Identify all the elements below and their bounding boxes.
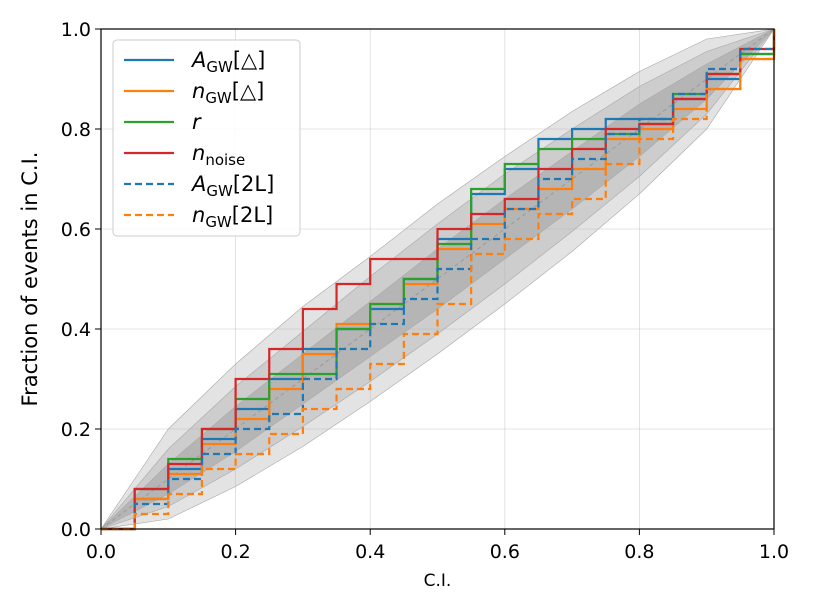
- series-line-3: [101, 29, 776, 531]
- y-axis-label: Fraction of events in C.I.: [18, 152, 42, 407]
- legend-label-3: nnoise: [192, 141, 245, 169]
- series-line-5: [101, 29, 776, 531]
- legend-label-1: nGW[△]: [192, 79, 264, 107]
- x-tick-label-2: 0.4: [355, 541, 385, 563]
- x-tick-label-4: 0.8: [624, 541, 654, 563]
- x-axis-label: C.I.: [424, 571, 452, 591]
- x-tick-label-1: 0.2: [220, 541, 250, 563]
- y-tick-label-1: 0.2: [61, 419, 91, 441]
- x-tick-label-0: 0.0: [86, 541, 116, 563]
- plot-frame: [100, 28, 775, 530]
- y-axis-ticks: 0.0 0.2 0.4 0.6 0.8 1.0: [61, 19, 101, 541]
- y-tick-label-5: 1.0: [61, 19, 91, 41]
- legend-label-2: r: [192, 110, 202, 134]
- series-lines: [101, 29, 776, 531]
- y-tick-label-3: 0.6: [61, 219, 91, 241]
- plot-area: [100, 28, 776, 531]
- series-line-4: [101, 29, 776, 531]
- legend-label-0: AGW[△]: [190, 48, 265, 76]
- y-tick-label-4: 0.8: [61, 119, 91, 141]
- legend: AGW[△] nGW[△] r nnoise AGW[2L] nGW[2L]: [112, 39, 301, 237]
- legend-box: [112, 39, 301, 237]
- x-tick-label-3: 0.6: [490, 541, 520, 563]
- x-axis-ticks: 0.0 0.2 0.4 0.6 0.8 1.0: [86, 529, 789, 563]
- legend-label-4: AGW[2L]: [190, 172, 274, 200]
- y-tick-label-0: 0.0: [61, 519, 91, 541]
- x-tick-label-5: 1.0: [759, 541, 789, 563]
- y-tick-label-2: 0.4: [61, 319, 91, 341]
- legend-label-5: nGW[2L]: [192, 203, 273, 231]
